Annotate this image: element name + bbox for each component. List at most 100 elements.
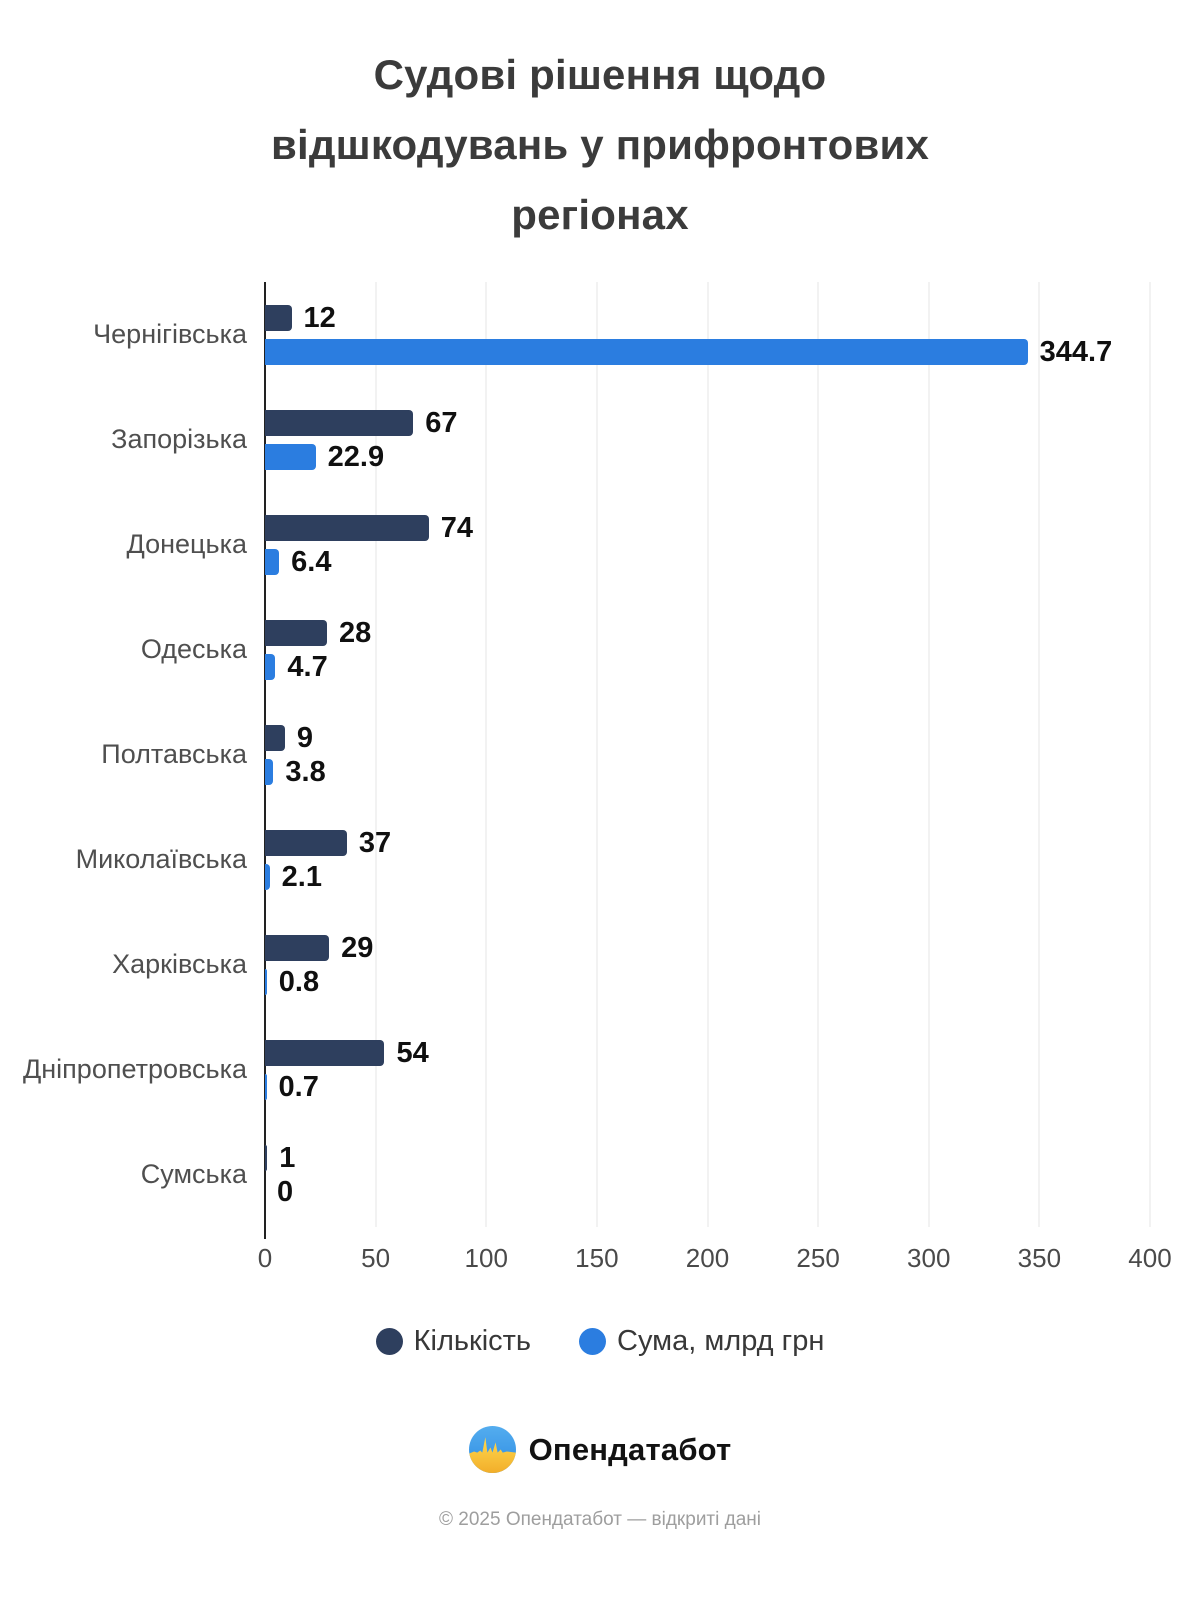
bar-line: 0.8 <box>265 965 1150 998</box>
bar-value-label: 29 <box>341 931 374 964</box>
category-label: Миколаївська <box>75 844 247 874</box>
gridline <box>1149 282 1151 1227</box>
bar-line: 2.1 <box>265 860 1150 893</box>
x-tick-label: 200 <box>685 1243 730 1273</box>
bar-line: 0 <box>265 1175 1150 1208</box>
bar-sum <box>265 758 274 785</box>
bar-value-label: 28 <box>338 616 372 649</box>
bar-group: 54 0.7 <box>265 1017 1150 1122</box>
legend-swatch-icon <box>579 1328 607 1355</box>
x-axis: 0 50 100 150 200 250 300 350 400 <box>258 1243 1172 1275</box>
bar-count <box>265 1039 385 1066</box>
legend-item: Сума, млрд грн <box>579 1325 824 1358</box>
bar-sum <box>265 968 267 995</box>
x-tick-label: 400 <box>1128 1243 1172 1273</box>
legend-item: Кількість <box>375 1325 532 1358</box>
chart-row: Харківська 29 0.8 <box>0 912 1200 1017</box>
chart-title-line: відшкодувань у прифронтових <box>270 121 930 168</box>
bar-value-label: 0 <box>277 1175 294 1208</box>
bar-value-label: 0.7 <box>278 1070 319 1103</box>
gridline <box>375 282 377 1227</box>
brand-name: Опендатабот <box>528 1431 732 1467</box>
bar-value-label: 74 <box>440 511 473 544</box>
bar-count <box>265 409 414 436</box>
bar-line: 3.8 <box>265 755 1150 788</box>
gridline <box>485 282 487 1227</box>
chart-row: Дніпропетровська 54 0.7 <box>0 1017 1200 1122</box>
x-tick-label: 100 <box>464 1243 508 1273</box>
bar-line: 9 <box>265 721 1150 754</box>
bar-value-label: 344.7 <box>1039 335 1113 368</box>
x-tick-label: 50 <box>361 1243 391 1273</box>
category-label: Полтавська <box>101 739 247 769</box>
plot-rows: Чернігівська 12 344.7 Запорізька 67 22.9 Донец… <box>0 282 1200 1227</box>
bar-value-label: 22.9 <box>327 440 385 473</box>
x-tick-label: 300 <box>907 1243 951 1273</box>
bar-value-label: 0.8 <box>278 965 320 998</box>
bar-line: 1 <box>265 1141 1150 1174</box>
gridline <box>1038 282 1040 1227</box>
category-label: Сумська <box>140 1159 247 1189</box>
chart-row: Миколаївська 37 2.1 <box>0 807 1200 912</box>
bar-value-label: 9 <box>296 721 314 754</box>
bar-value-label: 12 <box>303 301 336 334</box>
bar-sum <box>265 338 1028 365</box>
bar-line: 0.7 <box>265 1070 1150 1103</box>
bar-value-label: 2.1 <box>281 860 322 893</box>
bar-line: 37 <box>265 826 1150 859</box>
bar-line: 12 <box>265 301 1150 334</box>
bar-value-label: 1 <box>279 1141 296 1174</box>
bar-sum <box>265 548 280 575</box>
legend-swatch-icon <box>375 1328 403 1355</box>
bar-chart: Чернігівська 12 344.7 Запорізька 67 22.9 Донец… <box>0 282 1200 1239</box>
bar-line: 28 <box>265 616 1150 649</box>
bar-count <box>265 724 285 751</box>
bar-value-label: 67 <box>425 406 458 439</box>
chart-row: Сумська 1 0 <box>0 1122 1200 1227</box>
bar-group: 74 6.4 <box>265 492 1150 597</box>
category-label: Одеська <box>140 634 247 664</box>
bar-value-label: 54 <box>396 1036 429 1069</box>
bar-line: 67 <box>265 406 1150 439</box>
bar-line: 54 <box>265 1036 1150 1069</box>
gridline <box>928 282 930 1227</box>
x-tick-label: 0 <box>257 1243 273 1273</box>
page: Судові рішення щодо відшкодувань у прифро… <box>0 40 1200 1620</box>
bar-group: 29 0.8 <box>265 912 1150 1017</box>
bar-count <box>265 1144 268 1171</box>
gridline <box>596 282 598 1227</box>
bar-sum <box>265 863 270 890</box>
x-tick-label: 150 <box>575 1243 619 1273</box>
bar-line: 22.9 <box>265 440 1150 473</box>
copyright-text: © 2025 Опендатабот — відкриті дані <box>439 1509 761 1530</box>
chart-row: Запорізька 67 22.9 <box>0 387 1200 492</box>
bar-count <box>265 514 429 541</box>
bar-value-label: 4.7 <box>287 650 328 683</box>
bar-value-label: 37 <box>358 826 392 859</box>
chart-row: Одеська 28 4.7 <box>0 597 1200 702</box>
bar-group: 28 4.7 <box>265 597 1150 702</box>
category-label: Харківська <box>112 949 247 979</box>
legend-label: Кількість <box>413 1325 532 1357</box>
category-label: Дніпропетровська <box>22 1054 247 1084</box>
category-label: Чернігівська <box>93 319 247 349</box>
category-label: Запорізька <box>111 424 247 454</box>
legend: Кількість Сума, млрд грн <box>0 1325 1200 1358</box>
bar-value-label: 3.8 <box>285 755 326 788</box>
gridline <box>707 282 708 1227</box>
bar-count <box>265 619 327 646</box>
bar-line: 4.7 <box>265 650 1150 683</box>
bar-line: 29 <box>265 931 1150 964</box>
chart-title-line: регіонах <box>511 191 689 238</box>
chart-title-line: Судові рішення щодо <box>373 51 827 98</box>
brand-footer: Опендатабот <box>0 1426 1200 1473</box>
bar-group: 12 344.7 <box>265 282 1150 387</box>
category-label: Донецька <box>126 529 248 559</box>
bar-count <box>265 829 347 856</box>
x-tick-label: 350 <box>1017 1243 1062 1273</box>
chart-row: Полтавська 9 3.8 <box>0 702 1200 807</box>
chart-row: Донецька 74 6.4 <box>0 492 1200 597</box>
bar-line: 344.7 <box>265 335 1150 368</box>
chart-row: Чернігівська 12 344.7 <box>0 282 1200 387</box>
bar-count <box>265 934 330 961</box>
